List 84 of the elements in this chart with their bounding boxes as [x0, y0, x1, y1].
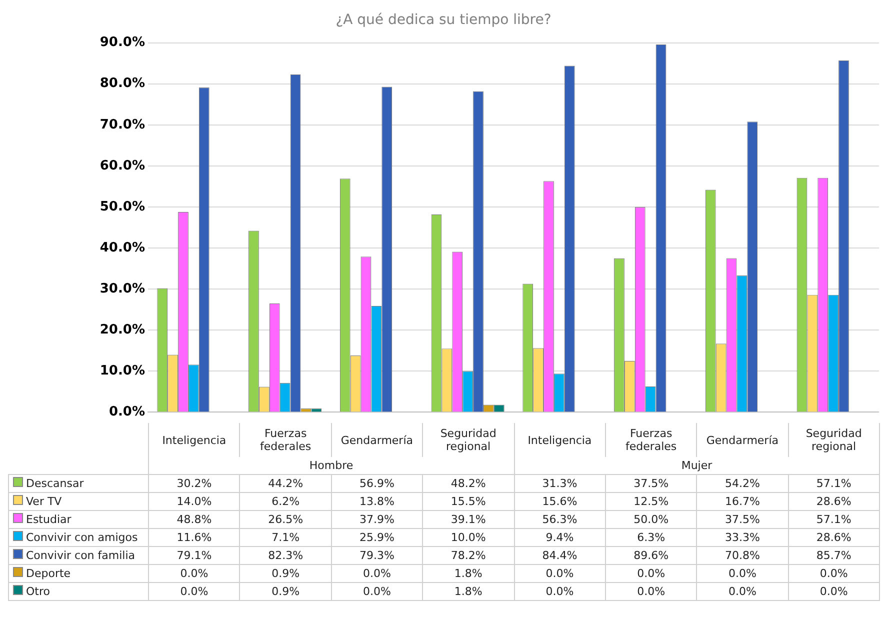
y-tick-label: 40.0% — [100, 240, 145, 256]
data-label: 44.2% — [240, 474, 332, 492]
data-label: 79.3% — [331, 546, 423, 564]
data-label: 0.0% — [788, 582, 880, 600]
data-label: 0.0% — [331, 582, 423, 600]
data-label: 56.3% — [514, 510, 606, 528]
data-label: 0.9% — [240, 564, 332, 582]
data-label: 0.0% — [696, 564, 788, 582]
x-tick-label: Gendarmería — [696, 423, 788, 457]
legend-label: Ver TV — [8, 492, 148, 510]
data-label: 11.6% — [148, 528, 240, 546]
y-tick-label: 0.0% — [108, 404, 145, 420]
data-label: 14.0% — [148, 492, 240, 510]
y-tick-label: 60.0% — [100, 158, 145, 174]
x-tick-label: Inteligencia — [514, 423, 606, 457]
legend-label: Estudiar — [8, 510, 148, 528]
data-label: 0.0% — [148, 582, 240, 600]
data-label: 0.9% — [240, 582, 332, 600]
data-label: 7.1% — [240, 528, 332, 546]
data-label: 78.2% — [422, 546, 514, 564]
x-tick-label: Gendarmería — [331, 423, 423, 457]
data-label: 6.2% — [240, 492, 332, 510]
data-label: 0.0% — [696, 582, 788, 600]
data-label: 48.2% — [422, 474, 514, 492]
data-label: 39.1% — [422, 510, 514, 528]
data-label: 0.0% — [148, 564, 240, 582]
data-label: 28.6% — [788, 492, 880, 510]
x-tick-label: Seguridad regional — [788, 423, 880, 457]
data-label: 12.5% — [605, 492, 697, 510]
legend-label: Deporte — [8, 564, 148, 582]
data-label: 57.1% — [788, 510, 880, 528]
y-tick-label: 20.0% — [100, 322, 145, 338]
data-label: 10.0% — [422, 528, 514, 546]
x-tick-label: Fuerzas federales — [605, 423, 697, 457]
data-label: 57.1% — [788, 474, 880, 492]
data-label: 82.3% — [240, 546, 332, 564]
data-label: 54.2% — [696, 474, 788, 492]
y-tick-label: 30.0% — [100, 281, 145, 296]
x-tick-label: Fuerzas federales — [240, 423, 332, 457]
legend-label: Otro — [8, 582, 148, 600]
data-label: 1.8% — [422, 582, 514, 600]
x-tick-label: Inteligencia — [148, 423, 240, 457]
data-label: 30.2% — [148, 474, 240, 492]
data-label: 9.4% — [514, 528, 606, 546]
data-label: 0.0% — [514, 582, 606, 600]
data-label: 0.0% — [605, 564, 697, 582]
data-label: 25.9% — [331, 528, 423, 546]
data-label: 1.8% — [422, 564, 514, 582]
data-label: 0.0% — [514, 564, 606, 582]
data-label: 79.1% — [148, 546, 240, 564]
data-label: 15.6% — [514, 492, 606, 510]
data-label: 0.0% — [331, 564, 423, 582]
data-label: 28.6% — [788, 528, 880, 546]
data-label: 37.5% — [696, 510, 788, 528]
legend-label: Convivir con amigos — [8, 528, 148, 546]
text: Mujer — [514, 457, 880, 474]
y-tick-label: 50.0% — [100, 199, 145, 214]
data-label: 15.5% — [422, 492, 514, 510]
x-tick-label: Seguridad regional — [422, 423, 514, 457]
legend-label: Convivir con familia — [8, 546, 148, 564]
data-label: 56.9% — [331, 474, 423, 492]
data-label: 37.5% — [605, 474, 697, 492]
data-label: 70.8% — [696, 546, 788, 564]
chart-title: ¿A qué dedica su tiempo libre? — [336, 12, 552, 28]
data-label: 0.0% — [605, 582, 697, 600]
data-label: 31.3% — [514, 474, 606, 492]
data-label: 26.5% — [240, 510, 332, 528]
text: Hombre — [148, 457, 514, 474]
data-label: 89.6% — [605, 546, 697, 564]
data-label: 6.3% — [605, 528, 697, 546]
y-tick-label: 80.0% — [100, 76, 145, 92]
data-label: 85.7% — [788, 546, 880, 564]
data-label: 84.4% — [514, 546, 606, 564]
data-label: 37.9% — [331, 510, 423, 528]
legend-label: Descansar — [8, 474, 148, 492]
data-label: 33.3% — [696, 528, 788, 546]
data-label: 50.0% — [605, 510, 697, 528]
data-label: 13.8% — [331, 492, 423, 510]
y-tick-label: 70.0% — [100, 117, 145, 132]
data-label: 0.0% — [788, 564, 880, 582]
data-label: 16.7% — [696, 492, 788, 510]
y-tick-label: 90.0% — [100, 35, 145, 50]
y-tick-label: 10.0% — [100, 364, 145, 379]
data-label: 48.8% — [148, 510, 240, 528]
